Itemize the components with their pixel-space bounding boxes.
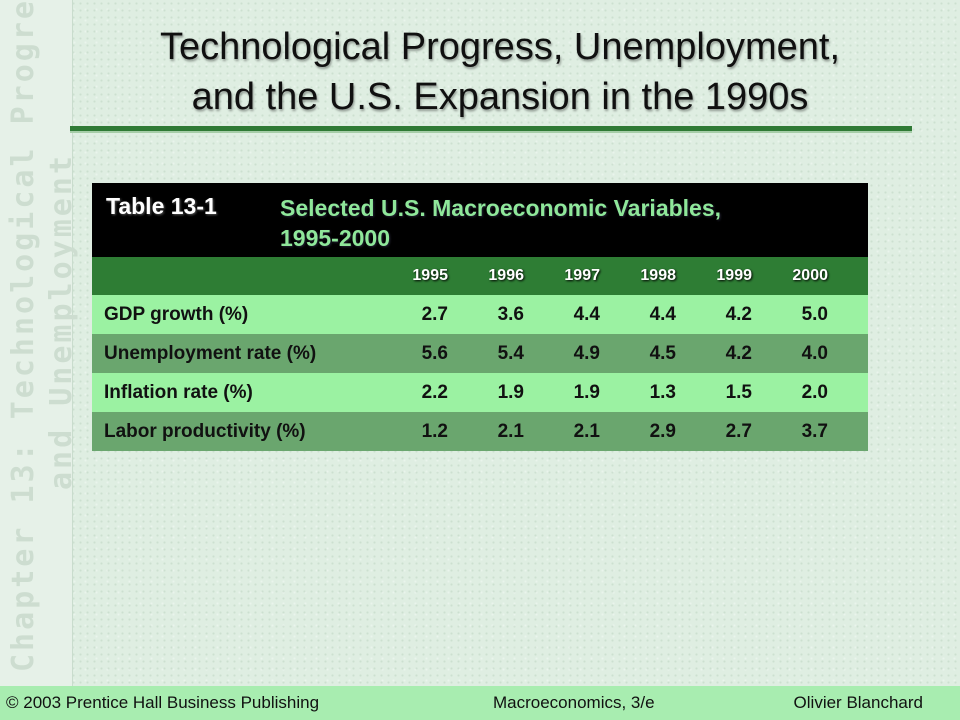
year-header: 1999: [716, 267, 752, 284]
table-cell: 4.4: [649, 303, 676, 325]
table-row-gdp-growth: GDP growth (%) 2.7 3.6 4.4 4.4 4.2 5.0: [92, 295, 868, 334]
table-cell: 2.2: [421, 381, 448, 403]
year-header: 1995: [412, 267, 448, 284]
footer-copyright: © 2003 Prentice Hall Business Publishing: [6, 693, 320, 712]
table-row-inflation-rate: Inflation rate (%) 2.2 1.9 1.9 1.3 1.5 2…: [92, 373, 868, 412]
chapter-side-band: Chapter 13: Technological Progress, Wage…: [0, 0, 79, 686]
row-label: GDP growth (%): [104, 303, 249, 325]
table-cell: 1.9: [497, 381, 524, 403]
row-label: Unemployment rate (%): [104, 342, 317, 364]
table-cell: 2.7: [725, 420, 752, 442]
table-cell: 2.1: [573, 420, 600, 442]
year-header: 1998: [640, 267, 676, 284]
table-caption-title-line2: 1995-2000: [280, 225, 390, 251]
table-cell: 2.1: [497, 420, 524, 442]
table-cell: 4.5: [649, 342, 676, 364]
year-header: 1996: [488, 267, 524, 284]
table-row-labor-productivity: Labor productivity (%) 1.2 2.1 2.1 2.9 2…: [92, 412, 868, 451]
table-cell: 1.5: [725, 381, 752, 403]
table-cell: 1.3: [649, 381, 676, 403]
macro-table: Table 13-1 Selected U.S. Macroeconomic V…: [92, 183, 868, 451]
slide-title-line2: and the U.S. Expansion in the 1990s: [191, 76, 809, 118]
table-cell: 5.0: [801, 303, 828, 325]
table-cell: 2.9: [649, 420, 676, 442]
year-header: 1997: [564, 267, 600, 284]
table-cell: 3.7: [801, 420, 828, 442]
table-cell: 5.6: [421, 342, 448, 364]
footer-book: Macroeconomics, 3/e: [493, 693, 655, 712]
row-label: Labor productivity (%): [104, 420, 306, 442]
table-cell: 1.9: [573, 381, 600, 403]
table-cell: 3.6: [497, 303, 524, 325]
table-row-unemployment-rate: Unemployment rate (%) 5.6 5.4 4.9 4.5 4.…: [92, 334, 868, 373]
slide-title: Technological Progress, Unemployment, an…: [80, 22, 920, 122]
table-cell: 5.4: [497, 342, 524, 364]
chapter-side-text-line2: and Unemployment: [44, 153, 79, 490]
table-cell: 4.0: [801, 342, 828, 364]
table-cell: 1.2: [421, 420, 448, 442]
table-caption: Table 13-1 Selected U.S. Macroeconomic V…: [92, 183, 868, 257]
footer-author: Olivier Blanchard: [793, 693, 923, 712]
chapter-side-text-line1: Chapter 13: Technological Progress, Wage…: [6, 0, 41, 672]
table-number: Table 13-1: [106, 193, 217, 219]
table-header-row: 1995 1996 1997 1998 1999 2000: [92, 257, 868, 295]
table-cell: 4.4: [573, 303, 600, 325]
table-caption-title: Selected U.S. Macroeconomic Variables, 1…: [280, 193, 840, 253]
title-divider: [70, 126, 912, 133]
table-cell: 4.9: [573, 342, 600, 364]
slide-title-line1: Technological Progress, Unemployment,: [159, 26, 841, 68]
year-header: 2000: [792, 267, 828, 284]
table-cell: 4.2: [725, 303, 752, 325]
table-caption-title-line1: Selected U.S. Macroeconomic Variables,: [280, 195, 722, 221]
slide-footer: © 2003 Prentice Hall Business Publishing…: [0, 686, 960, 720]
table-cell: 4.2: [725, 342, 752, 364]
row-label: Inflation rate (%): [104, 381, 253, 403]
table-cell: 2.7: [421, 303, 448, 325]
table-cell: 2.0: [801, 381, 828, 403]
